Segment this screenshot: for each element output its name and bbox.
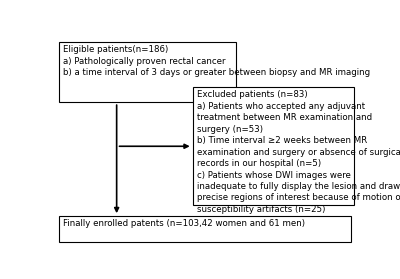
- FancyBboxPatch shape: [59, 42, 236, 102]
- Text: Excluded patients (n=83)
a) Patients who accepted any adjuvant
treatment between: Excluded patients (n=83) a) Patients who…: [197, 90, 400, 214]
- FancyBboxPatch shape: [193, 87, 354, 205]
- FancyBboxPatch shape: [59, 216, 351, 242]
- Text: Eligible patients(n=186)
a) Pathologically proven rectal cancer
b) a time interv: Eligible patients(n=186) a) Pathological…: [63, 45, 370, 77]
- Text: Finally enrolled patents (n=103,42 women and 61 men): Finally enrolled patents (n=103,42 women…: [63, 219, 305, 228]
